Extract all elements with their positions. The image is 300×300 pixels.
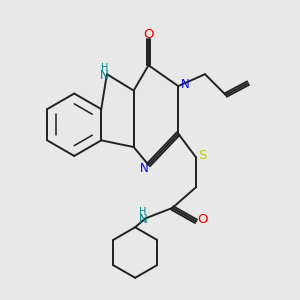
Text: H: H [140, 207, 147, 217]
Text: O: O [143, 28, 154, 40]
Text: S: S [198, 149, 207, 162]
Text: H: H [101, 63, 108, 73]
Text: N: N [100, 69, 109, 82]
Text: N: N [180, 78, 189, 91]
Text: O: O [197, 213, 208, 226]
Text: N: N [139, 213, 148, 226]
Text: N: N [140, 162, 148, 175]
